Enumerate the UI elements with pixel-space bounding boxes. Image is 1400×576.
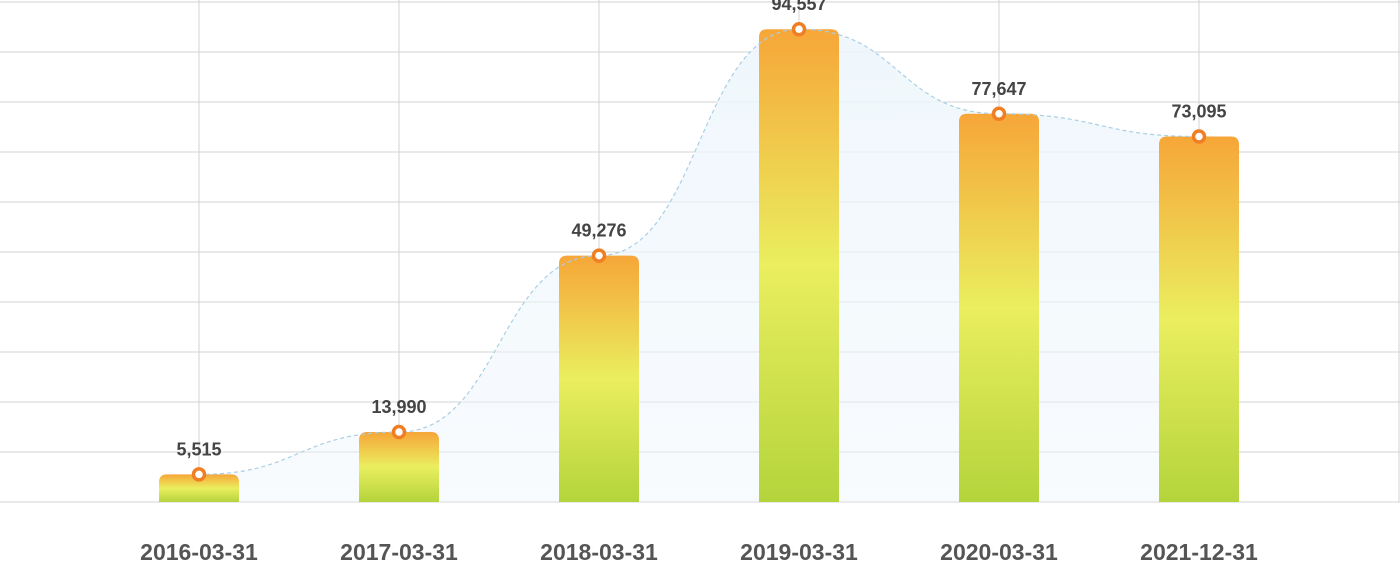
bar-2016-03-31 bbox=[159, 474, 239, 502]
data-point-marker-2017-03-31 bbox=[391, 424, 407, 440]
data-label: 13,990 bbox=[371, 397, 426, 417]
x-tick-label: 2019-03-31 bbox=[740, 539, 858, 565]
data-label: 94,557 bbox=[771, 0, 826, 14]
data-point-marker-2021-12-31 bbox=[1191, 129, 1207, 144]
x-tick-label: 2017-03-31 bbox=[340, 539, 458, 565]
x-tick-label: 2018-03-31 bbox=[540, 539, 658, 565]
bars bbox=[159, 29, 1239, 503]
x-tick-label: 2021-12-31 bbox=[1140, 539, 1258, 565]
bar-2018-03-31 bbox=[559, 255, 639, 502]
data-label: 49,276 bbox=[571, 221, 626, 241]
bar-2017-03-31 bbox=[359, 432, 439, 502]
data-label: 5,515 bbox=[176, 439, 221, 459]
data-point-marker-2019-03-31 bbox=[791, 21, 807, 37]
trend-area-fill bbox=[199, 29, 1199, 503]
data-label: 77,647 bbox=[971, 79, 1026, 99]
bar-2019-03-31 bbox=[759, 29, 839, 503]
bar-2020-03-31 bbox=[959, 113, 1039, 502]
data-label: 73,095 bbox=[1171, 102, 1226, 122]
data-point-marker-2016-03-31 bbox=[191, 467, 207, 482]
data-labels: 5,515 13,990 49,276 94,557 77,647 73,095 bbox=[176, 0, 1226, 459]
data-point-marker-2018-03-31 bbox=[591, 248, 607, 263]
trend-area bbox=[199, 29, 1199, 503]
x-tick-label: 2020-03-31 bbox=[940, 539, 1058, 565]
x-tick-label: 2016-03-31 bbox=[140, 539, 258, 565]
x-axis-ticks: 2016-03-31 2017-03-31 2018-03-31 2019-03-31… bbox=[140, 539, 1258, 565]
data-point-marker-2020-03-31 bbox=[991, 106, 1007, 122]
bar-2021-12-31 bbox=[1159, 136, 1239, 502]
markers bbox=[191, 21, 1207, 482]
